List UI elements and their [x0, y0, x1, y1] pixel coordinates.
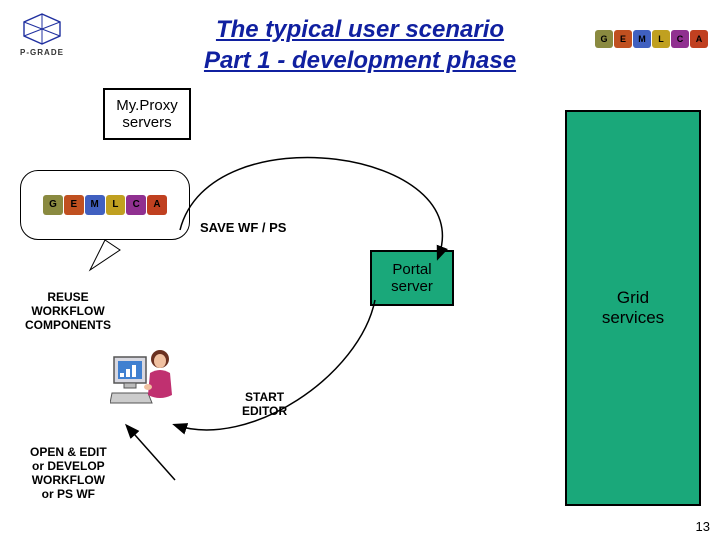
cloud-tail-icon [90, 240, 120, 270]
start-editor-label: START EDITOR [242, 390, 287, 418]
puzzle-piece-g: G [595, 30, 613, 48]
pgrade-logo-text: P-GRADE [20, 48, 64, 57]
portal-label: Portal server [391, 261, 433, 295]
gemlca-logo-top: GEMLCA [595, 30, 708, 48]
gemlca-puzzle-icon: GEMLCA [43, 195, 167, 215]
myproxy-label: My.Proxy servers [116, 97, 177, 131]
puzzle-piece-c: C [126, 195, 146, 215]
puzzle-piece-g: G [43, 195, 63, 215]
puzzle-piece-a: A [690, 30, 708, 48]
grid-label: Grid services [602, 288, 664, 328]
save-arrow [180, 157, 442, 258]
title-line1: The typical user scenario [145, 14, 575, 45]
save-wf-label: SAVE WF / PS [200, 220, 286, 235]
puzzle-piece-m: M [633, 30, 651, 48]
user-at-computer-icon [110, 345, 180, 418]
puzzle-piece-m: M [85, 195, 105, 215]
puzzle-piece-c: C [671, 30, 689, 48]
puzzle-piece-a: A [147, 195, 167, 215]
grid-services-box: Grid services [565, 110, 701, 506]
pgrade-logo: P-GRADE [16, 12, 68, 57]
open-edit-label: OPEN & EDIT or DEVELOP WORKFLOW or PS WF [30, 445, 107, 501]
puzzle-piece-l: L [652, 30, 670, 48]
portal-server-box: Portal server [370, 250, 454, 306]
components-cloud: GEMLCA [20, 170, 190, 240]
slide-number: 13 [696, 519, 710, 534]
puzzle-piece-e: E [614, 30, 632, 48]
myproxy-box: My.Proxy servers [103, 88, 191, 140]
puzzle-piece-l: L [106, 195, 126, 215]
slide-title: The typical user scenario Part 1 - devel… [145, 14, 575, 76]
pgrade-hex-icon [16, 12, 68, 46]
reuse-workflow-label: REUSE WORKFLOW COMPONENTS [25, 290, 111, 332]
open-edit-arrow [127, 426, 175, 480]
title-line2: Part 1 - development phase [145, 45, 575, 76]
puzzle-piece-e: E [64, 195, 84, 215]
